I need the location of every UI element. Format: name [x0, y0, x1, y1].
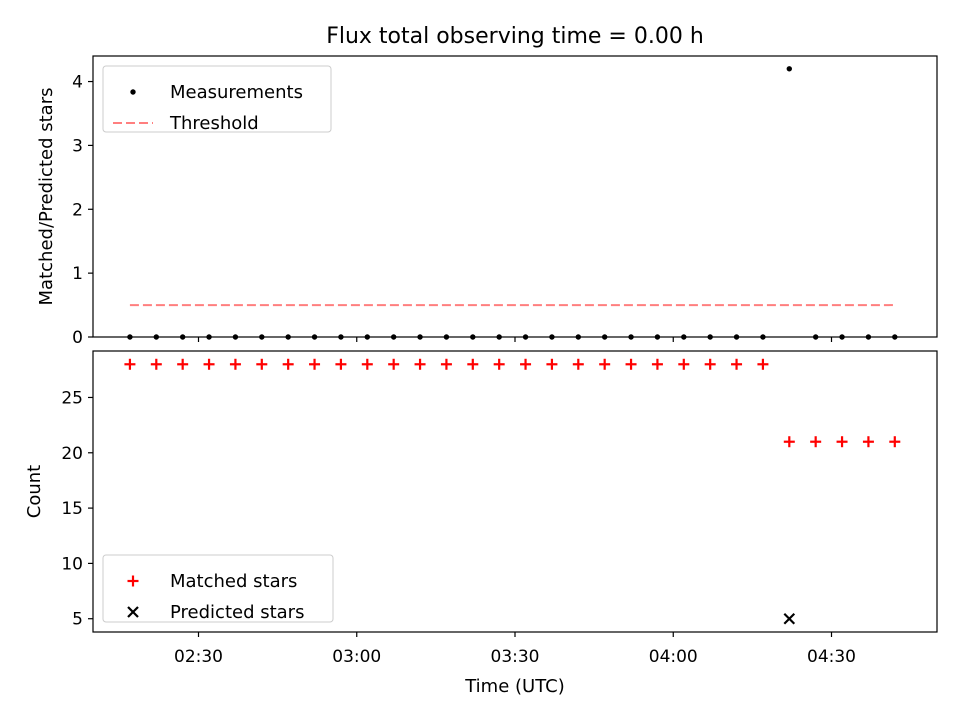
- bottom-x-tick-label: 03:00: [332, 647, 381, 667]
- bottom-matched-stars-point: [520, 358, 532, 370]
- bottom-y-tick-label: 5: [72, 610, 83, 630]
- bottom-panel: 5 10 15 20 25 02:30 03:00 03:30 04:00 04:30 Count M…: [24, 350, 938, 667]
- bottom-matched-stars-point: [810, 436, 822, 448]
- top-measurements-point: [311, 334, 318, 340]
- bottom-matched-stars-point: [229, 358, 241, 370]
- legend-predicted-stars-swatch: [127, 606, 139, 618]
- bottom-matched-stars-point: [335, 358, 347, 370]
- top-measurements-point: [575, 334, 581, 340]
- top-measurements-point: [127, 334, 133, 340]
- top-measurements-point: [522, 334, 529, 340]
- top-y-axis-label: Matched/Predicted stars: [36, 88, 57, 306]
- top-y-tick-label: 1: [72, 264, 83, 284]
- legend-measurements-label: Measurements: [170, 82, 303, 103]
- bottom-matched-stars-point: [150, 358, 162, 370]
- bottom-y-tick-label: 10: [61, 554, 83, 574]
- top-measurements-point: [443, 334, 450, 340]
- top-measurements-point: [628, 334, 634, 340]
- legend-matched-stars-swatch: [127, 575, 139, 587]
- bottom-x-tick-label: 04:00: [649, 647, 698, 667]
- bottom-matched-stars-point: [282, 358, 294, 370]
- top-measurements-point: [285, 334, 291, 340]
- top-measurements-point: [153, 334, 159, 340]
- bottom-matched-stars-point: [678, 358, 690, 370]
- top-measurements-point: [417, 334, 423, 340]
- bottom-matched-stars-point: [440, 358, 452, 370]
- bottom-matched-stars-point: [625, 358, 637, 370]
- top-legend: Measurements Threshold: [102, 65, 332, 134]
- bottom-y-tick-label: 20: [61, 444, 83, 464]
- top-y-tick-label: 2: [72, 200, 83, 220]
- bottom-matched-stars-point: [862, 436, 874, 448]
- bottom-matched-stars-point: [546, 358, 558, 370]
- legend-predicted-stars-label: Predicted stars: [170, 602, 304, 623]
- top-measurements-point: [496, 334, 502, 340]
- legend-frame: [102, 554, 334, 623]
- top-measurements-point: [338, 334, 344, 340]
- legend-matched-stars-label: Matched stars: [170, 571, 297, 592]
- bottom-matched-stars-point: [467, 358, 479, 370]
- top-measurements-point: [733, 334, 740, 340]
- bottom-matched-stars-point: [493, 358, 505, 370]
- bottom-matched-stars-point: [256, 358, 268, 370]
- bottom-matched-stars-point: [361, 358, 373, 370]
- top-measurements-point: [259, 334, 265, 340]
- bottom-x-tick-label: 04:30: [807, 647, 856, 667]
- top-measurements-point: [601, 334, 608, 340]
- legend-threshold-label: Threshold: [169, 113, 259, 134]
- bottom-y-tick-label: 25: [61, 388, 83, 408]
- top-measurements-point: [549, 334, 555, 340]
- top-y-tick-label: 3: [72, 136, 83, 156]
- top-measurements-point: [707, 334, 713, 340]
- bottom-matched-stars-point: [783, 436, 795, 448]
- legend-measurements-swatch: [130, 89, 136, 95]
- top-measurements-point: [760, 334, 766, 340]
- top-measurements-point: [786, 66, 792, 72]
- bottom-matched-stars-point: [599, 358, 611, 370]
- top-measurements-point: [839, 334, 845, 340]
- bottom-matched-stars-point: [414, 358, 426, 370]
- top-measurements-point: [681, 334, 687, 340]
- x-axis-label: Time (UTC): [464, 676, 565, 697]
- bottom-matched-stars-point: [731, 358, 743, 370]
- bottom-matched-stars-point: [704, 358, 716, 370]
- bottom-y-axis-label: Count: [24, 465, 45, 518]
- bottom-matched-stars-point: [388, 358, 400, 370]
- bottom-matched-stars-point: [177, 358, 189, 370]
- top-measurements-point: [206, 334, 212, 340]
- bottom-y-tick-label: 15: [61, 499, 83, 519]
- bottom-x-tick-label: 03:30: [491, 647, 540, 667]
- top-y-tick-label: 0: [72, 328, 83, 348]
- top-measurements-point: [390, 334, 397, 340]
- top-measurements-point: [654, 334, 661, 340]
- bottom-matched-stars-point: [572, 358, 584, 370]
- bottom-predicted-stars-point: [783, 612, 796, 625]
- bottom-x-tick-label: 02:30: [174, 647, 223, 667]
- marker-stroke: [783, 612, 796, 625]
- top-measurements-point: [470, 334, 476, 340]
- top-measurements-point: [232, 334, 239, 340]
- top-measurements-point: [179, 334, 186, 340]
- top-y-tick-label: 4: [72, 73, 83, 93]
- top-measurements-point: [892, 334, 898, 340]
- marker-stroke: [127, 606, 139, 618]
- bottom-matched-stars-point: [836, 436, 848, 448]
- bottom-matched-stars-point: [309, 358, 321, 370]
- legend-frame: [102, 65, 332, 133]
- top-measurements-point: [364, 334, 370, 340]
- bottom-matched-stars-point: [124, 358, 136, 370]
- bottom-matched-stars-point: [889, 436, 901, 448]
- top-measurements-point: [812, 334, 819, 340]
- bottom-matched-stars-point: [757, 358, 769, 370]
- bottom-legend: Matched stars Predicted stars: [102, 554, 334, 623]
- bottom-matched-stars-point: [203, 358, 215, 370]
- bottom-matched-stars-point: [651, 358, 663, 370]
- top-measurements-point: [865, 334, 872, 340]
- top-panel: 0 1 2 3 4 Matched/Predicted stars Measurements…: [36, 55, 938, 348]
- chart-title: Flux total observing time = 0.00 h: [326, 24, 704, 49]
